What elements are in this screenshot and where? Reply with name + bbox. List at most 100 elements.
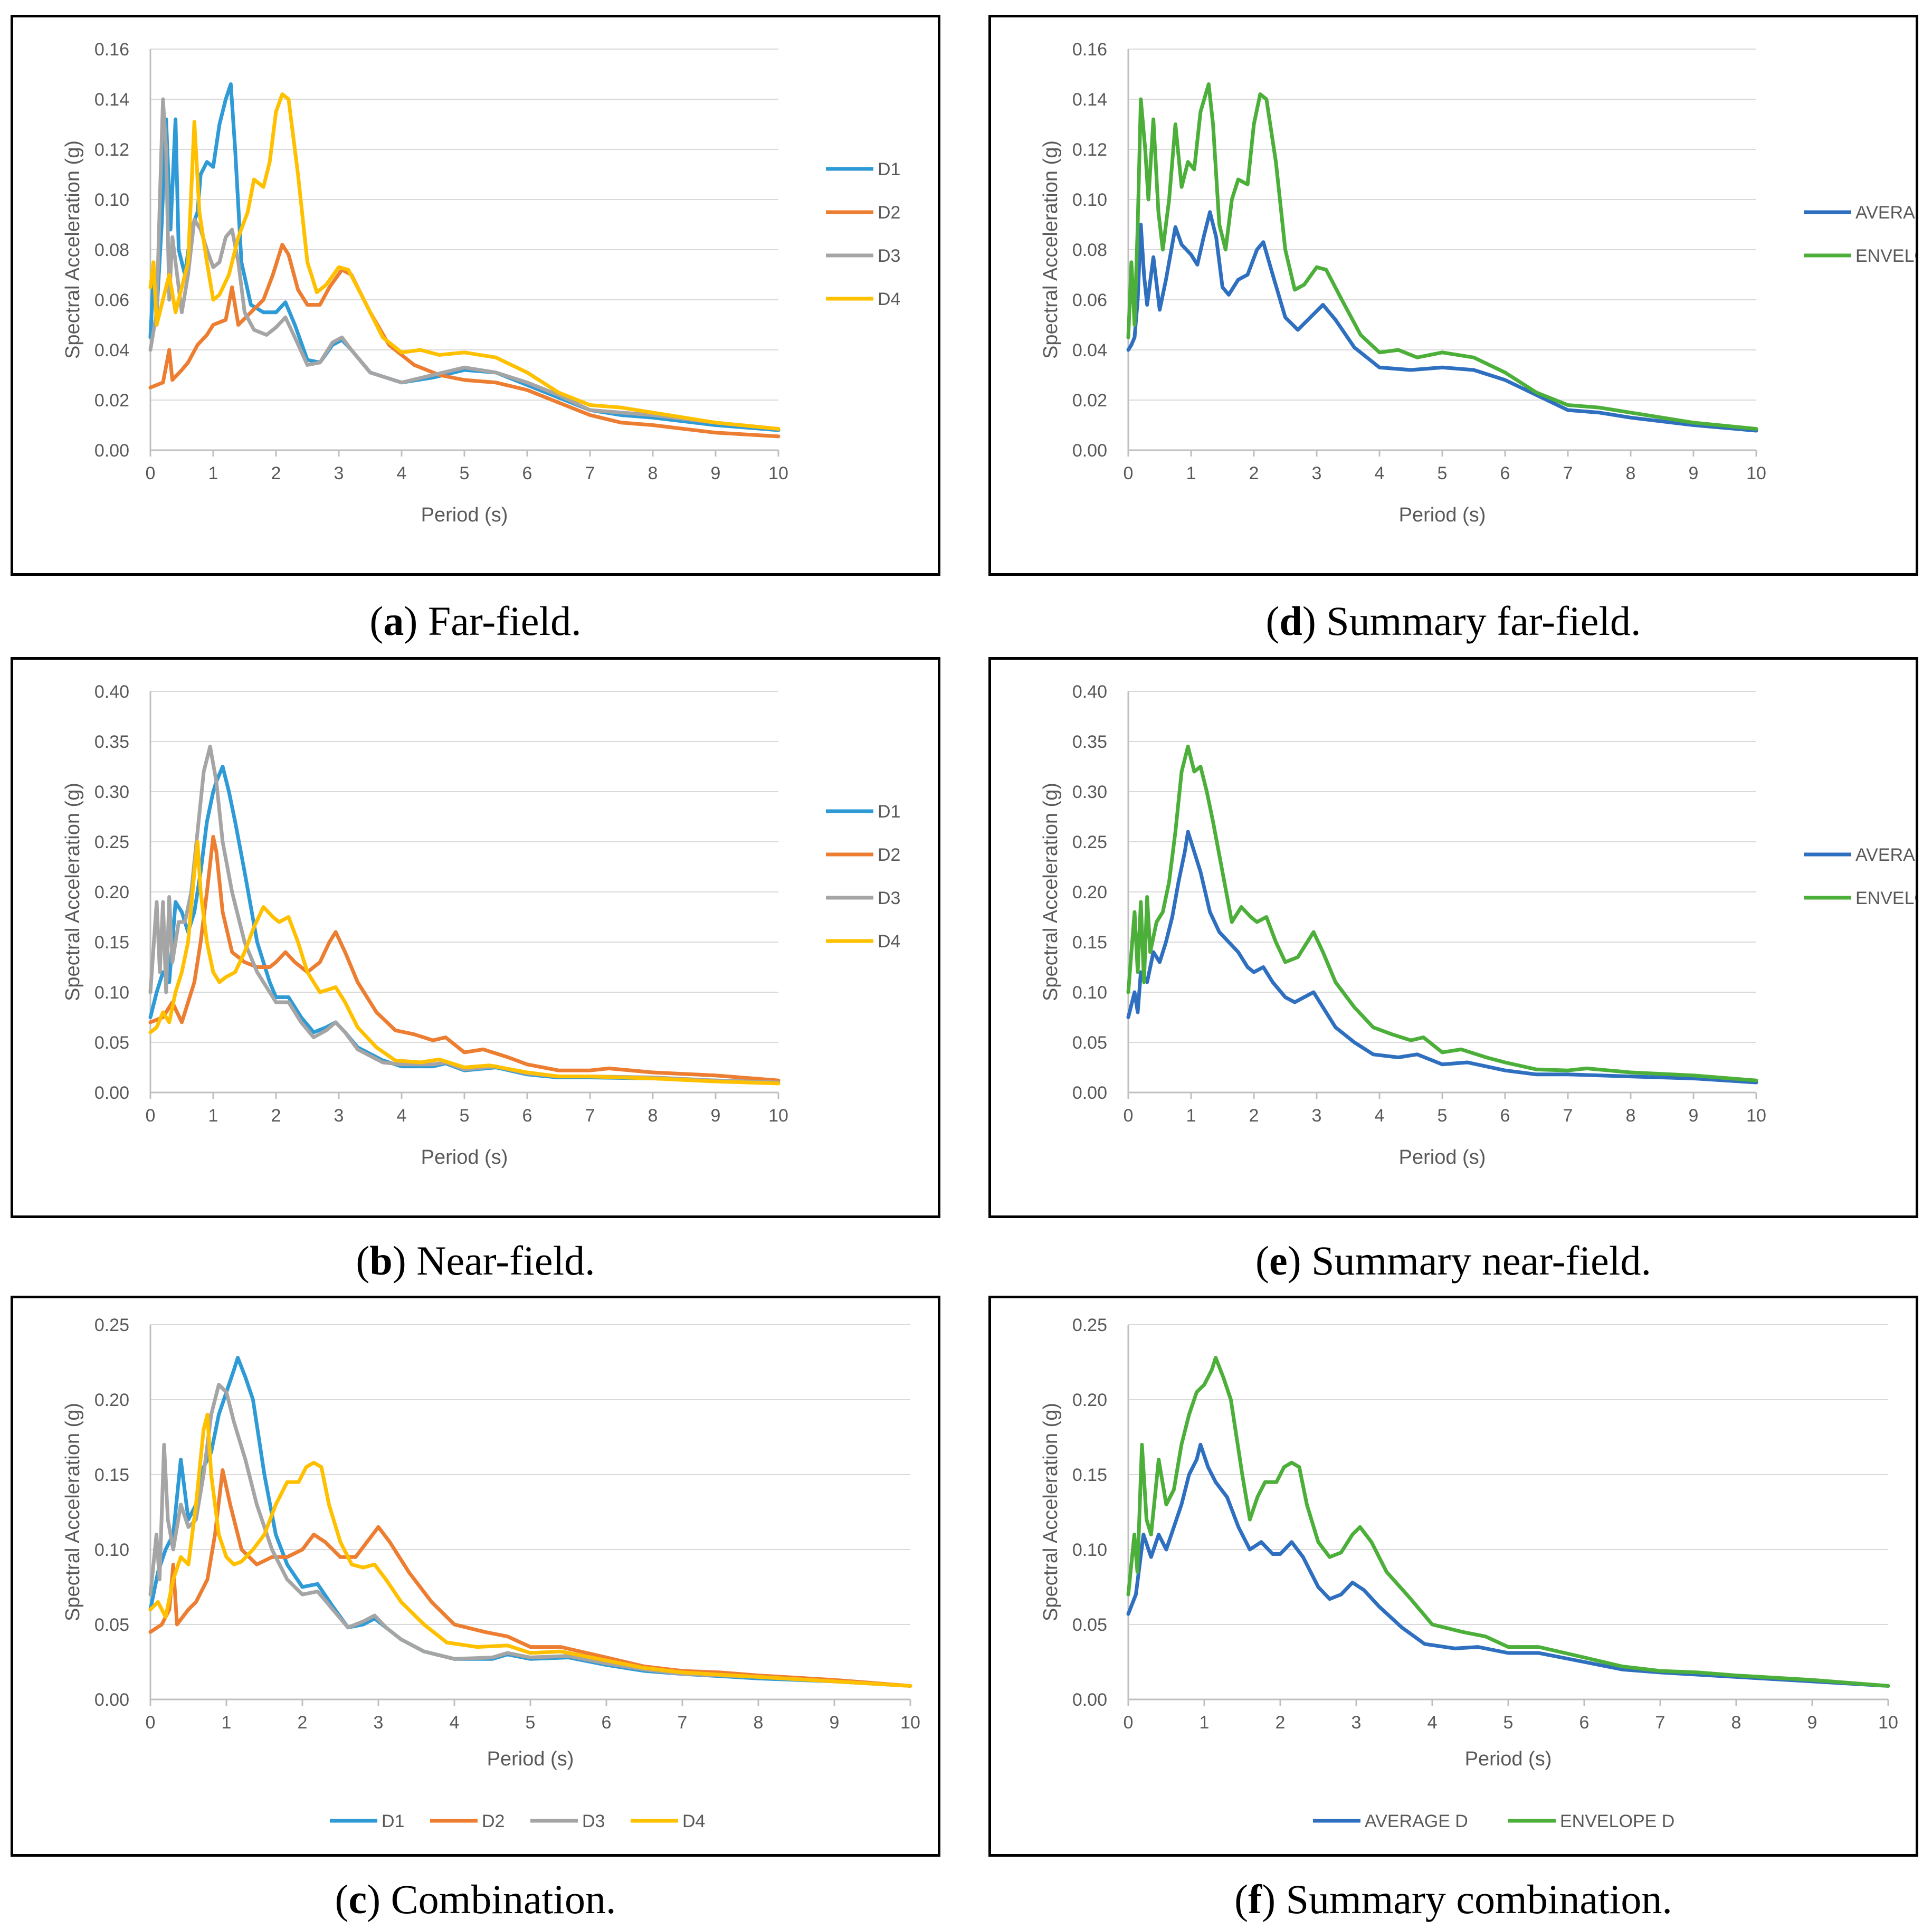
x-tick-label: 5 (1503, 1713, 1514, 1733)
y-tick-label: 0.00 (1072, 1690, 1107, 1710)
y-axis-label: Spectral Acceleration (g) (62, 783, 84, 1001)
y-axis-label: Spectral Acceleration (g) (1040, 783, 1062, 1001)
x-tick-label: 8 (1731, 1713, 1741, 1733)
chart-panel-far-field: 0.00 0.02 0.04 0.06 0.08 0.10 0.12 0.14 0.16 0 1 2 3… (11, 15, 940, 576)
chart-near-field: 0.00 0.05 0.10 0.15 0.20 0.25 0.30 0.35 0.40 0 1 2 3… (62, 682, 900, 1168)
y-tick-label: 0.25 (1072, 1315, 1107, 1335)
x-tick-label: 8 (1626, 463, 1636, 483)
y-tick-label: 0.04 (94, 340, 129, 360)
x-tick-label: 4 (1375, 463, 1385, 483)
x-tick-label: 1 (1186, 463, 1196, 483)
y-tick-label: 0.04 (1072, 340, 1107, 360)
y-tick-label: 0.00 (1072, 441, 1107, 461)
y-tick-label: 0.00 (94, 441, 129, 461)
legend-label-d1: D1 (878, 802, 900, 822)
chart-combination: 0.00 0.05 0.10 0.15 0.20 0.25 0 1 2 3 4 5 6 7 8 9 10 Peri… (62, 1315, 920, 1831)
y-axis-label: Spectral Acceleration (g) (62, 140, 84, 359)
x-tick-label: 10 (1746, 463, 1766, 483)
legend-label-envelope-d: ENVELOPE D (1855, 246, 1916, 266)
x-tick-label: 1 (208, 463, 218, 483)
x-tick-label: 9 (830, 1713, 840, 1733)
legend-label-d3: D3 (878, 246, 900, 266)
chart-panel-near-field: 0.00 0.05 0.10 0.15 0.20 0.25 0.30 0.35 0.40 0 1 2 3… (11, 657, 940, 1218)
legend-label-d2: D2 (878, 203, 900, 223)
series-line-d3 (148, 745, 781, 1085)
y-tick-label: 0.35 (94, 732, 129, 752)
series-line-average-d (1126, 830, 1758, 1085)
x-tick-label: 5 (460, 463, 470, 483)
x-tick-label: 7 (678, 1713, 688, 1733)
x-tick-label: 1 (1200, 1713, 1210, 1733)
y-tick-label: 0.02 (94, 391, 129, 411)
series-line-d3 (148, 1383, 912, 1688)
y-tick-label: 0.10 (1072, 983, 1107, 1003)
x-tick-label: 1 (1186, 1106, 1196, 1126)
x-tick-label: 7 (1563, 1106, 1573, 1126)
y-tick-label: 0.05 (94, 1615, 129, 1635)
x-tick-label: 4 (397, 463, 407, 483)
x-tick-label: 9 (1689, 463, 1699, 483)
x-tick-label: 7 (585, 463, 595, 483)
x-tick-label: 8 (754, 1713, 764, 1733)
y-tick-label: 0.14 (1072, 90, 1107, 110)
legend-label-envelope-d: ENVELOPE D (1560, 1811, 1674, 1831)
legend-label-d4: D4 (878, 932, 900, 952)
y-tick-label: 0.06 (94, 290, 129, 310)
x-tick-label: 0 (146, 1713, 156, 1733)
caption-far-field: (a) Far-field. (369, 598, 582, 644)
y-tick-label: 0.40 (1072, 682, 1107, 702)
chart-far-field: 0.00 0.02 0.04 0.06 0.08 0.10 0.12 0.14 0.16 0 1 2 3… (62, 40, 900, 526)
y-tick-label: 0.35 (1072, 732, 1107, 752)
y-axis-label: Spectral Acceleration (g) (62, 1403, 84, 1621)
x-tick-label: 4 (450, 1713, 460, 1733)
legend-label-d3: D3 (878, 888, 900, 908)
y-tick-label: 0.08 (1072, 240, 1107, 260)
x-tick-label: 2 (1276, 1713, 1286, 1733)
x-tick-label: 8 (648, 1106, 658, 1126)
caption-near-field: (b) Near-field. (356, 1238, 595, 1284)
x-tick-label: 0 (146, 463, 156, 483)
y-tick-label: 0.40 (94, 682, 129, 702)
y-tick-label: 0.15 (94, 1465, 129, 1485)
x-axis-label: Period (s) (421, 1146, 508, 1168)
series-line-d2 (148, 243, 781, 439)
x-tick-label: 7 (585, 1106, 595, 1126)
x-tick-label: 10 (1746, 1106, 1766, 1126)
legend-label-average-d: AVERAGE D (1855, 203, 1916, 223)
x-tick-label: 3 (1312, 463, 1322, 483)
y-tick-label: 0.05 (94, 1033, 129, 1053)
x-tick-label: 9 (1807, 1713, 1817, 1733)
legend-label-d2: D2 (878, 845, 900, 865)
x-tick-label: 6 (1579, 1713, 1590, 1733)
y-tick-label: 0.00 (94, 1690, 129, 1710)
chart-panel-summary-far-field: 0.00 0.02 0.04 0.06 0.08 0.10 0.12 0.14 0.16 0 1 2 3… (988, 15, 1918, 576)
x-tick-label: 10 (900, 1713, 920, 1733)
y-tick-label: 0.20 (94, 882, 129, 902)
x-tick-label: 8 (648, 463, 658, 483)
x-tick-label: 0 (146, 1106, 156, 1126)
y-tick-label: 0.16 (94, 40, 129, 60)
x-tick-label: 3 (334, 1106, 344, 1126)
x-tick-label: 0 (1124, 463, 1134, 483)
x-tick-label: 9 (1689, 1106, 1699, 1126)
series-line-d2 (148, 835, 781, 1082)
y-tick-label: 0.14 (94, 90, 129, 110)
x-tick-label: 6 (522, 463, 532, 483)
legend-label-envelope-d: ENVELOPE D (1855, 888, 1916, 908)
x-axis-label: Period (s) (1399, 1146, 1486, 1168)
chart-panel-summary-combination: 0.00 0.05 0.10 0.15 0.20 0.25 0 1 2 3 4 5 6 7 8 9 10 Peri… (988, 1296, 1918, 1857)
y-tick-label: 0.05 (1072, 1615, 1107, 1635)
y-tick-label: 0.10 (94, 1540, 129, 1560)
x-axis-label: Period (s) (1399, 504, 1486, 526)
chart-panel-summary-near-field: 0.00 0.05 0.10 0.15 0.20 0.25 0.30 0.35 0.40 0 1 2 3… (988, 657, 1918, 1218)
y-tick-label: 0.00 (94, 1083, 129, 1103)
y-tick-label: 0.12 (94, 140, 129, 160)
x-tick-label: 8 (1626, 1106, 1636, 1126)
y-tick-label: 0.02 (1072, 391, 1107, 411)
chart-panel-combination: 0.00 0.05 0.10 0.15 0.20 0.25 0 1 2 3 4 5 6 7 8 9 10 Peri… (11, 1296, 940, 1857)
y-tick-label: 0.15 (1072, 933, 1107, 953)
x-tick-label: 5 (460, 1106, 470, 1126)
x-tick-label: 2 (298, 1713, 308, 1733)
x-tick-label: 5 (526, 1713, 536, 1733)
x-tick-label: 10 (768, 463, 788, 483)
